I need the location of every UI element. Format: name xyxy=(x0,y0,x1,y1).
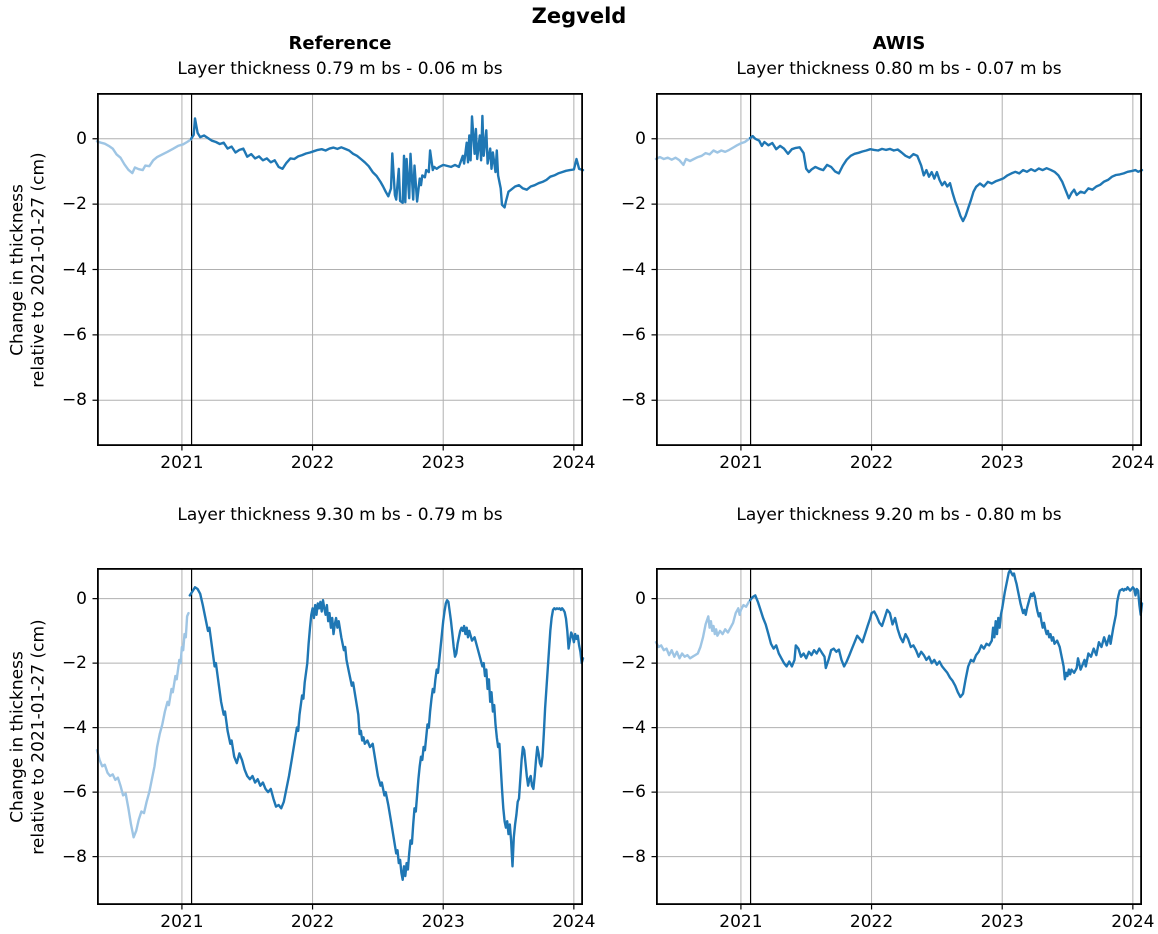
series-pre-reference-period xyxy=(95,611,190,839)
x-tick-label: 2022 xyxy=(290,912,335,932)
y-axis-label-line1: Change in thickness xyxy=(7,183,27,356)
x-tick-label: 2023 xyxy=(980,453,1024,473)
subplot-reference-deep: 2021 2022 2023 2024 0 −2 −4 −6 −8 xyxy=(62,567,595,932)
subplot-awis-deep: 2021 2022 2023 2024 0 −2 −4 −6 −8 xyxy=(621,567,1154,932)
x-tick-label: 2021 xyxy=(160,453,204,473)
y-tick-label: −8 xyxy=(61,390,87,411)
x-tick-label: 2022 xyxy=(290,453,335,473)
y-tick-label: −4 xyxy=(620,717,646,738)
y-axis-label-line1: Change in thickness xyxy=(7,650,27,823)
chart-canvas xyxy=(92,92,585,451)
figure-title: Zegveld xyxy=(531,4,627,28)
y-tick-label: −2 xyxy=(61,194,87,215)
y-tick-label: −8 xyxy=(620,390,646,411)
subplot-awis-shallow: 2021 2022 2023 2024 0 −2 −4 −6 −8 xyxy=(621,92,1154,473)
x-tick-label: 2022 xyxy=(849,912,894,932)
axes-border xyxy=(655,567,1143,906)
x-tick-label: 2024 xyxy=(1111,453,1155,473)
x-tick-label: 2023 xyxy=(421,912,465,932)
y-tick-label: −2 xyxy=(620,194,646,215)
series-pre-reference-period xyxy=(654,136,752,167)
x-tick-label: 2024 xyxy=(552,453,596,473)
y-tick-label: 0 xyxy=(635,588,646,609)
axes-border xyxy=(96,567,584,906)
y-tick-label: −6 xyxy=(620,324,646,345)
column-header-reference: Reference xyxy=(288,33,392,54)
y-tick-label: −6 xyxy=(61,782,87,803)
y-tick-label: 0 xyxy=(76,588,87,609)
y-tick-label: −4 xyxy=(620,259,646,280)
y-tick-label: −8 xyxy=(61,846,87,867)
x-tick-label: 2023 xyxy=(421,453,465,473)
x-tick-label: 2023 xyxy=(980,912,1024,932)
x-tick-label: 2024 xyxy=(552,912,596,932)
chart-canvas xyxy=(651,92,1144,451)
axes-border xyxy=(96,92,584,447)
series-post-reference-period xyxy=(748,569,1144,699)
y-tick-label: −6 xyxy=(620,782,646,803)
y-tick-label: 0 xyxy=(635,128,646,149)
y-tick-label: −8 xyxy=(620,846,646,867)
y-tick-label: 0 xyxy=(76,128,87,149)
subplot-title-reference-shallow: Layer thickness 0.79 m bs - 0.06 m bs xyxy=(177,59,503,79)
x-tick-label: 2022 xyxy=(849,453,894,473)
subplot-title-awis-deep: Layer thickness 9.20 m bs - 0.80 m bs xyxy=(736,505,1062,525)
x-tick-label: 2021 xyxy=(160,912,204,932)
series-pre-reference-period xyxy=(95,138,193,175)
series-post-reference-period xyxy=(188,586,585,881)
series-post-reference-period xyxy=(189,114,585,209)
series-pre-reference-period xyxy=(654,600,751,660)
x-tick-label: 2024 xyxy=(1111,912,1155,932)
y-tick-label: −4 xyxy=(61,259,87,280)
column-header-awis: AWIS xyxy=(872,33,926,54)
subplot-reference-shallow: 2021 2022 2023 2024 0 −2 −4 −6 −8 xyxy=(62,92,595,473)
axes-border xyxy=(655,92,1143,447)
y-tick-label: −2 xyxy=(61,653,87,674)
chart-canvas xyxy=(651,567,1144,910)
subplot-title-reference-deep: Layer thickness 9.30 m bs - 0.79 m bs xyxy=(177,505,503,525)
subplot-title-awis-shallow: Layer thickness 0.80 m bs - 0.07 m bs xyxy=(736,59,1062,79)
y-tick-label: −6 xyxy=(61,324,87,345)
chart-canvas xyxy=(92,567,585,910)
x-tick-label: 2021 xyxy=(719,912,763,932)
y-tick-label: −2 xyxy=(620,653,646,674)
y-tick-label: −4 xyxy=(61,717,87,738)
series-post-reference-period xyxy=(748,134,1144,223)
x-tick-label: 2021 xyxy=(719,453,763,473)
